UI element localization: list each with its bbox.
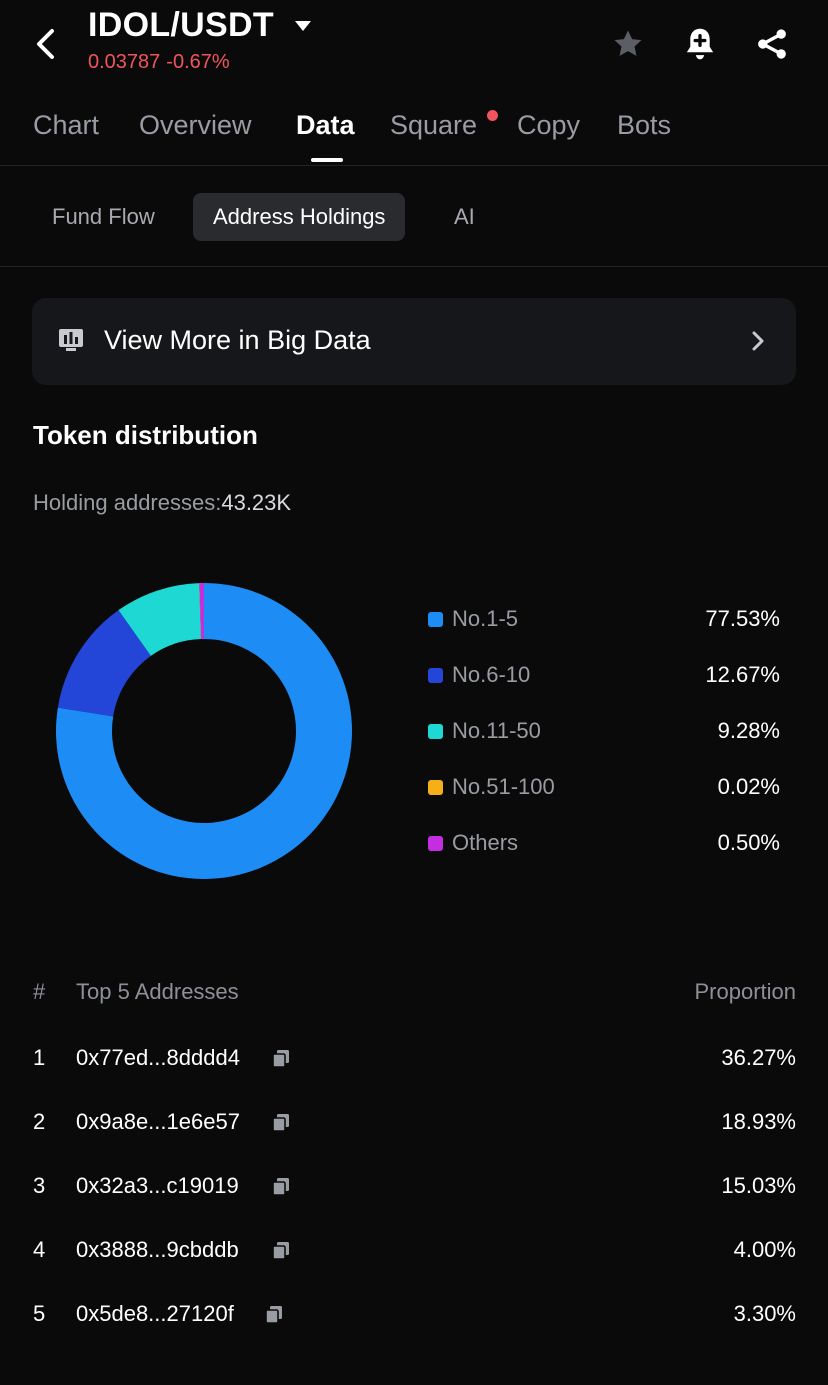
row-proportion: 4.00% xyxy=(733,1237,796,1262)
copy-icon[interactable] xyxy=(271,1240,291,1260)
row-rank: 5 xyxy=(33,1301,46,1326)
row-address[interactable]: 0x32a3...c19019 xyxy=(76,1173,239,1198)
pair-title[interactable]: IDOL/USDT xyxy=(88,6,274,44)
row-rank: 3 xyxy=(33,1173,46,1198)
last-price: 0.03787 xyxy=(88,51,161,73)
legend-label: No.51-100 xyxy=(452,774,555,799)
legend-label: No.6-10 xyxy=(452,662,531,687)
donut-slice-no-11-50 xyxy=(118,583,201,656)
active-tab-indicator xyxy=(311,158,343,162)
legend-swatch xyxy=(428,724,443,739)
table-row: 5 0x5de8...27120f 3.30% xyxy=(33,1271,796,1335)
table-header: # Top 5 Addresses Proportion xyxy=(33,975,796,1015)
caret-down-icon[interactable] xyxy=(292,16,314,36)
tab-data[interactable]: Data xyxy=(296,110,355,140)
back-arrow-icon[interactable] xyxy=(28,24,64,64)
star-icon[interactable] xyxy=(608,24,648,64)
tab-copy[interactable]: Copy xyxy=(517,110,581,140)
row-rank: 1 xyxy=(33,1045,46,1070)
legend-swatch xyxy=(428,668,443,683)
share-icon[interactable] xyxy=(752,24,792,64)
section-title: Token distribution xyxy=(33,420,258,450)
legend-value: 77.53% xyxy=(705,606,780,631)
legend-label: No.1-5 xyxy=(452,606,519,631)
legend-item: No.6-10 12.67% xyxy=(428,656,780,712)
tab-bots[interactable]: Bots xyxy=(617,110,672,140)
big-data-banner[interactable]: View More in Big Data xyxy=(32,298,796,385)
row-proportion: 18.93% xyxy=(721,1109,796,1134)
row-rank: 2 xyxy=(33,1109,46,1134)
sub-tabs: Fund Flow Address Holdings AI xyxy=(0,167,828,267)
main-tabs: Chart Overview Data Square Copy Bots xyxy=(0,96,828,166)
price-change: -0.67% xyxy=(166,51,230,73)
table-row: 4 0x3888...9cbddb 4.00% xyxy=(33,1207,796,1271)
table-row: 2 0x9a8e...1e6e57 18.93% xyxy=(33,1079,796,1143)
copy-icon[interactable] xyxy=(264,1304,284,1324)
header: IDOL/USDT 0.03787 -0.67% xyxy=(0,0,828,90)
holding-addresses: Holding addresses:43.23K xyxy=(33,490,291,516)
legend-label: No.11-50 xyxy=(452,718,541,743)
legend-swatch xyxy=(428,836,443,851)
copy-icon[interactable] xyxy=(271,1176,291,1196)
donut-slice-no-1-5 xyxy=(56,583,352,879)
header-address: Top 5 Addresses xyxy=(76,979,239,1004)
banner-label: View More in Big Data xyxy=(104,325,371,355)
tab-overview[interactable]: Overview xyxy=(139,110,252,140)
copy-icon[interactable] xyxy=(271,1048,291,1068)
legend-value: 12.67% xyxy=(705,662,780,687)
legend-item: Others 0.50% xyxy=(428,824,780,880)
row-rank: 4 xyxy=(33,1237,46,1262)
row-proportion: 3.30% xyxy=(733,1301,796,1326)
donut-slice-no-6-10 xyxy=(57,610,151,717)
legend-value: 0.02% xyxy=(717,774,780,799)
price-line: 0.03787 -0.67% xyxy=(88,51,230,74)
legend-swatch xyxy=(428,780,443,795)
notification-dot xyxy=(487,110,498,121)
copy-icon[interactable] xyxy=(271,1112,291,1132)
legend-value: 0.50% xyxy=(717,830,780,855)
legend-item: No.1-5 77.53% xyxy=(428,600,780,656)
distribution-donut-chart xyxy=(56,583,352,879)
row-address[interactable]: 0x5de8...27120f xyxy=(76,1301,234,1326)
top-addresses-table: # Top 5 Addresses Proportion 1 0x77ed...8… xyxy=(33,975,796,1335)
subtab-address-holdings[interactable]: Address Holdings xyxy=(193,193,406,241)
legend-item: No.11-50 9.28% xyxy=(428,712,780,768)
chevron-right-icon xyxy=(746,328,770,354)
row-proportion: 36.27% xyxy=(721,1045,796,1070)
row-proportion: 15.03% xyxy=(721,1173,796,1198)
legend-item: No.51-100 0.02% xyxy=(428,768,780,824)
legend-value: 9.28% xyxy=(717,718,780,743)
row-address[interactable]: 0x3888...9cbddb xyxy=(76,1237,239,1262)
holding-label: Holding addresses: xyxy=(33,490,222,515)
row-address[interactable]: 0x9a8e...1e6e57 xyxy=(76,1109,240,1134)
donut-slice-others xyxy=(199,583,204,640)
table-row: 3 0x32a3...c19019 15.03% xyxy=(33,1143,796,1207)
holding-value: 43.23K xyxy=(221,490,292,515)
tab-square[interactable]: Square xyxy=(390,110,478,140)
tab-chart[interactable]: Chart xyxy=(33,110,100,140)
legend-swatch xyxy=(428,612,443,627)
bell-plus-icon[interactable] xyxy=(680,24,720,64)
legend-label: Others xyxy=(452,830,519,855)
distribution-legend: No.1-5 77.53% No.6-10 12.67% No.11-50 9.28% No… xyxy=(428,600,780,880)
header-rank: # xyxy=(33,979,46,1004)
subtab-fund-flow[interactable]: Fund Flow xyxy=(52,204,155,229)
table-row: 1 0x77ed...8dddd4 36.27% xyxy=(33,1015,796,1079)
subtab-ai[interactable]: AI xyxy=(454,204,475,229)
big-data-icon xyxy=(58,327,84,353)
row-address[interactable]: 0x77ed...8dddd4 xyxy=(76,1045,240,1070)
header-proportion: Proportion xyxy=(694,979,796,1004)
